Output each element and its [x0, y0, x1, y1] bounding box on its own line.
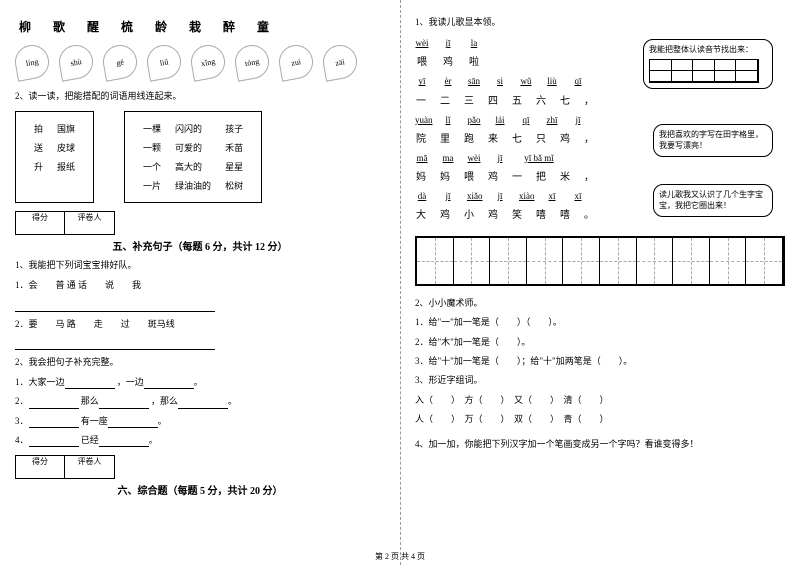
blank[interactable]: [144, 380, 194, 389]
bubble-2: 我把喜欢的字写在田字格里，我要写漂亮！: [653, 124, 773, 157]
poem: wèijīla 喂鸡啦 yīèrsānsìwǔliùqī 一二三四五六七， yu…: [415, 34, 595, 225]
q5-2: 2、我会把句子补充完整。: [15, 355, 385, 369]
char-row: 柳 歌 醒 梳 龄 栽 醉 童: [15, 18, 385, 35]
writing-grid[interactable]: [415, 236, 785, 286]
bubble-1: 我能把整体认读音节找出来：: [643, 39, 773, 88]
leaf: shù: [56, 42, 95, 81]
leaf: gē: [100, 42, 139, 81]
score-box-2: 得分 评卷人: [15, 455, 115, 479]
line: 2． 那么 ，那么。: [15, 394, 385, 408]
blank[interactable]: [108, 419, 158, 428]
mini-grid[interactable]: [649, 59, 759, 83]
blank[interactable]: [15, 341, 215, 350]
left-column: 柳 歌 醒 梳 龄 栽 醉 童 líng shù gē liǔ xǐng tón…: [0, 0, 400, 565]
blank[interactable]: [29, 419, 79, 428]
leaf: xǐng: [188, 42, 227, 81]
blank[interactable]: [99, 438, 149, 447]
grader-label: 评卷人: [65, 456, 114, 478]
q2b: 2．给"木"加一笔是（ ）。: [415, 335, 785, 349]
section-5-title: 五、补充句子（每题 6 分，共计 12 分）: [15, 238, 385, 253]
leaf: liǔ: [144, 42, 183, 81]
match-boxes: 拍国旗 送皮球 升报纸 一棵闪闪的孩子 一颗可爱的禾苗 一个高大的星星 一片绿油…: [15, 111, 385, 203]
blank[interactable]: [15, 303, 215, 312]
leaf: líng: [12, 42, 51, 81]
char: 醒: [83, 18, 103, 35]
q3: 3、形近字组词。: [415, 373, 785, 387]
leaf: zuì: [276, 42, 315, 81]
blank[interactable]: [65, 380, 115, 389]
blank[interactable]: [29, 438, 79, 447]
char: 童: [253, 18, 273, 35]
line: 1．大家一边 ，一边。: [15, 375, 385, 389]
section-6-title: 六、综合题（每题 5 分，共计 20 分）: [15, 482, 385, 497]
leaf: tóng: [232, 42, 271, 81]
q2-title: 2、读一读，把能搭配的词语用线连起来。: [15, 89, 385, 103]
q5-1a: 1．会 普 通 话 说 我: [15, 278, 385, 292]
q5-1b: 2．要 马 路 走 过 斑马线: [15, 317, 385, 331]
q5-1: 1、我能把下列词宝宝排好队。: [15, 258, 385, 272]
score-label: 得分: [16, 456, 65, 478]
match-box-1: 拍国旗 送皮球 升报纸: [15, 111, 94, 203]
leaf: zāi: [320, 42, 359, 81]
bubble-3: 读儿歌我又认识了几个生字宝宝，我把它圈出来！: [653, 184, 773, 217]
blank[interactable]: [178, 400, 228, 409]
blank[interactable]: [99, 400, 149, 409]
score-box: 得分 评卷人: [15, 211, 115, 235]
char: 醉: [219, 18, 239, 35]
score-label: 得分: [16, 212, 65, 234]
char: 歌: [49, 18, 69, 35]
page-footer: 第 2 页 共 4 页: [0, 551, 800, 562]
q2: 2、小小魔术师。: [415, 296, 785, 310]
q3a: 入（ ） 方（ ） 又（ ） 清（ ）: [415, 393, 785, 407]
q2c: 3．给"十"加一笔是（ ）；给"十"加两笔是（ ）。: [415, 354, 785, 368]
match-box-2: 一棵闪闪的孩子 一颗可爱的禾苗 一个高大的星星 一片绿油油的松树: [124, 111, 262, 203]
leaf-row: líng shù gē liǔ xǐng tóng zuì zāi: [15, 45, 385, 79]
q1-title: 1、我读儿歌显本领。: [415, 15, 785, 29]
q3b: 人（ ） 万（ ） 双（ ） 青（ ）: [415, 412, 785, 426]
char: 梳: [117, 18, 137, 35]
char: 柳: [15, 18, 35, 35]
char: 栽: [185, 18, 205, 35]
right-column: 1、我读儿歌显本领。 wèijīla 喂鸡啦 yīèrsānsìwǔliùqī …: [400, 0, 800, 565]
blank[interactable]: [29, 400, 79, 409]
line: 3． 有一座。: [15, 414, 385, 428]
q2a: 1．给"一"加一笔是（ ）（ ）。: [415, 315, 785, 329]
line: 4． 已经。: [15, 433, 385, 447]
q4: 4、加一加，你能把下列汉字加一个笔画变成另一个字吗？看谁变得多！: [415, 437, 785, 451]
grader-label: 评卷人: [65, 212, 114, 234]
char: 龄: [151, 18, 171, 35]
